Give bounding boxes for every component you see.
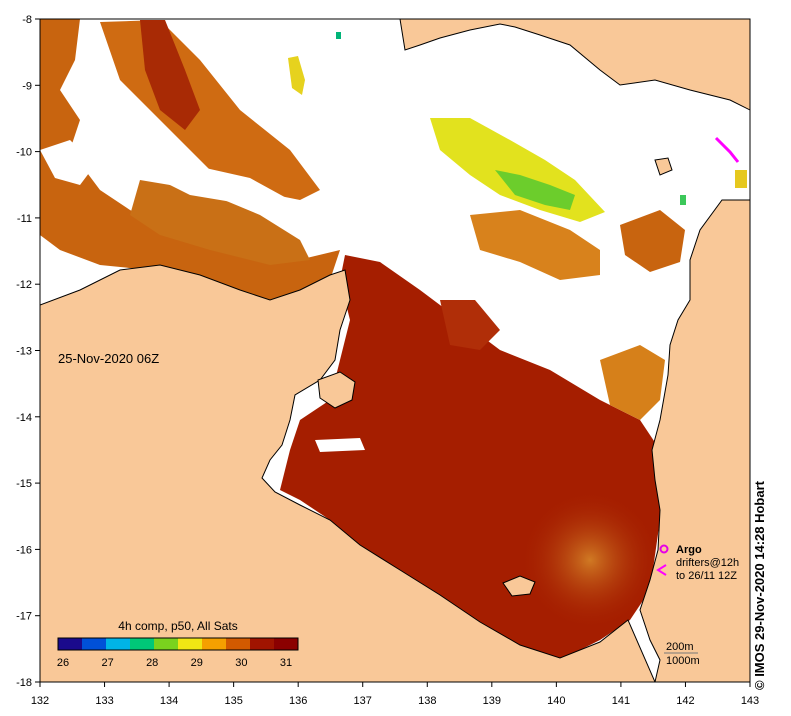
x-axis: 132 133 134 135 136 137 138 139 140 141 142 143 — [31, 682, 759, 707]
y-tick-label: -8 — [22, 14, 32, 26]
land-torres-island — [654, 157, 673, 176]
colorbar-segment — [250, 638, 275, 650]
depth-200m-label: 200m — [666, 641, 694, 653]
sst-green-patch — [495, 170, 575, 210]
colorbar-tick-label: 31 — [280, 657, 292, 669]
x-tick-label: 138 — [418, 695, 436, 707]
x-tick-label: 139 — [483, 695, 501, 707]
colorbar-segment — [274, 638, 299, 650]
depth-1000m-label: 1000m — [666, 655, 700, 667]
x-tick-label: 137 — [354, 695, 372, 707]
y-tick-label: -11 — [17, 213, 32, 225]
timestamp-label: 25-Nov-2020 06Z — [58, 351, 159, 366]
colorbar-segment — [154, 638, 179, 650]
colorbar-segment — [226, 638, 251, 650]
credit-label: © IMOS 29-Nov-2020 14:28 Hobart — [752, 481, 767, 690]
colorbar-title: 4h comp, p50, All Sats — [118, 619, 237, 633]
land-island-southeast — [502, 575, 536, 597]
colorbar-segment — [202, 638, 227, 650]
x-tick-label: 133 — [95, 695, 113, 707]
x-tick-label: 141 — [612, 695, 630, 707]
colorbar-tick-label: 30 — [235, 657, 247, 669]
sst-red-band — [140, 20, 200, 130]
sst-orange-strip — [130, 180, 310, 265]
x-tick-label: 142 — [676, 695, 694, 707]
sst-green-dot-1 — [336, 32, 341, 39]
drifter-track — [714, 136, 740, 163]
sst-orange-east — [600, 345, 665, 420]
argo-marker-icon — [659, 544, 669, 554]
y-tick-label: -18 — [16, 677, 32, 689]
x-tick-label: 136 — [289, 695, 307, 707]
colorbar-outline — [57, 637, 299, 651]
y-tick-label: -10 — [16, 147, 32, 159]
sst-warm-southeast — [520, 490, 660, 630]
sst-yellow-small — [288, 56, 305, 95]
land-north — [399, 19, 750, 111]
colorbar-tick-label: 28 — [146, 657, 158, 669]
land-east — [639, 199, 750, 682]
drifter-legend: Argo drifters@12h to 26/11 12Z — [656, 544, 739, 582]
y-tick-label: -13 — [16, 346, 32, 358]
argo-label: Argo — [676, 544, 702, 556]
y-axis: -8 -9 -10 -11 -12 -13 -14 -15 -16 -17 -18 — [16, 14, 40, 689]
land-island-west — [317, 371, 356, 409]
x-tick-label: 140 — [547, 695, 565, 707]
sst-green-dot-2 — [680, 195, 686, 205]
y-tick-label: -15 — [16, 478, 32, 490]
x-tick-label: 132 — [31, 695, 49, 707]
sst-orange-center — [470, 210, 600, 280]
x-tick-label: 134 — [160, 695, 178, 707]
x-tick-label: 135 — [224, 695, 242, 707]
depth-legend: 200m 1000m — [664, 641, 700, 667]
nodata-west-hole — [40, 140, 95, 185]
y-tick-label: -14 — [16, 412, 32, 424]
y-tick-label: -9 — [22, 80, 32, 92]
land-west-south — [40, 264, 656, 682]
sst-orange-patch-ne — [620, 210, 685, 272]
colorbar-ticks: 26 27 28 29 30 31 — [57, 657, 292, 669]
y-tick-label: -17 — [16, 611, 32, 623]
y-tick-label: -16 — [16, 544, 32, 556]
sst-orange-northwest — [40, 19, 340, 300]
drifter-arrow-icon — [656, 564, 667, 576]
colorbar — [57, 637, 299, 651]
colorbar-tick-label: 26 — [57, 657, 69, 669]
nodata-south-holes — [315, 438, 365, 452]
nodata-band-hole — [160, 160, 290, 205]
x-tick-label: 143 — [741, 695, 759, 707]
colorbar-segment — [178, 638, 203, 650]
sst-yellow-dot — [735, 170, 747, 188]
drifters-label-1: drifters@12h — [676, 557, 739, 569]
colorbar-segment — [58, 638, 83, 650]
colorbar-segment — [130, 638, 155, 650]
y-tick-label: -12 — [16, 279, 32, 291]
colorbar-segment — [82, 638, 107, 650]
colorbar-tick-label: 29 — [191, 657, 203, 669]
sst-red-center-patch — [440, 300, 500, 350]
colorbar-segment — [106, 638, 131, 650]
drifters-label-2: to 26/11 12Z — [676, 570, 737, 582]
colorbar-tick-label: 27 — [101, 657, 113, 669]
